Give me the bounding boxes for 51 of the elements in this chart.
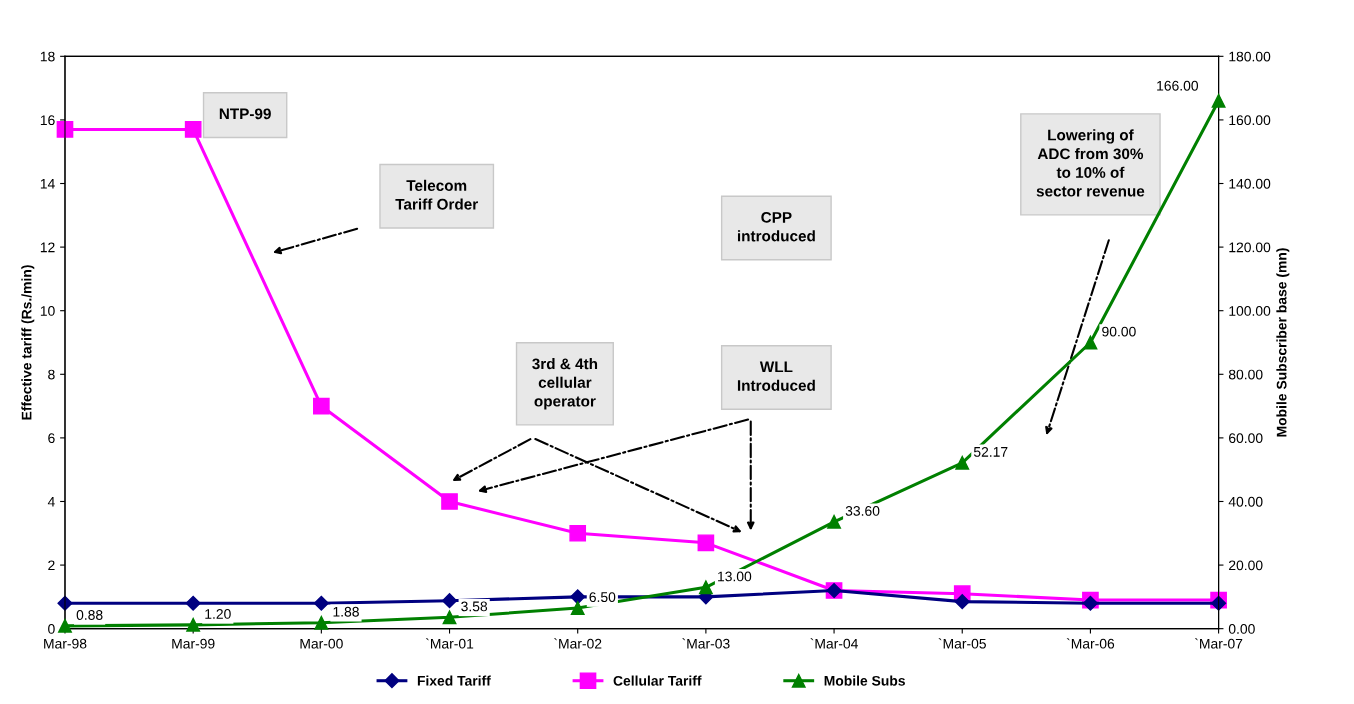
annotation: WLL Introduced <box>737 361 815 391</box>
data-label: 52.17 <box>973 446 1008 457</box>
y2-tick-label: 80.00 <box>1228 369 1263 380</box>
y-tick-label: 0 <box>48 624 55 634</box>
x-tick-label: `Mar-05 <box>938 638 986 649</box>
y2-tick-label: 100.00 <box>1229 306 1271 316</box>
data-label: 0.88 <box>76 610 103 620</box>
y2-tick-label: 160.00 <box>1229 115 1271 126</box>
annotation: CPP introduced <box>737 211 815 242</box>
y-tick-label: 18 <box>40 51 55 62</box>
y2-tick-label: 0.00 <box>1228 624 1255 634</box>
y-axis-title: Effective tariff (Rs./min) <box>21 265 35 420</box>
x-tick-label: Mar-98 <box>44 638 87 649</box>
x-tick-label: `Mar-07 <box>1195 638 1243 649</box>
x-tick-label: Mar-00 <box>300 638 343 649</box>
data-label: 166.00 <box>1157 80 1199 91</box>
y-tick-label: 12 <box>40 242 55 253</box>
y-tick-label: 6 <box>48 433 55 444</box>
legend-label: Cellular Tariff <box>613 675 702 686</box>
y2-tick-label: 140.00 <box>1229 178 1271 189</box>
y-tick-label: 2 <box>48 560 55 571</box>
y2-axis-title: Mobile Subscriber base (mn) <box>1276 248 1290 437</box>
y2-tick-label: 20.00 <box>1229 560 1263 571</box>
annotation: NTP-99 <box>219 108 271 120</box>
data-label: 6.50 <box>589 592 616 603</box>
y2-tick-label: 180.00 <box>1229 51 1271 62</box>
y-tick-label: 14 <box>40 178 55 189</box>
annotation: Lowering of ADC from 30% to 10% of sector revenue <box>1036 129 1145 197</box>
data-label: 1.20 <box>205 609 231 619</box>
annotation: Telecom Tariff Order <box>395 179 478 210</box>
data-label: 3.58 <box>461 601 488 612</box>
x-tick-label: `Mar-01 <box>425 638 474 649</box>
x-tick-label: `Mar-03 <box>682 638 730 649</box>
y-tick-label: 4 <box>47 496 55 507</box>
legend-label: Mobile Subs <box>824 675 905 686</box>
x-tick-label: `Mar-04 <box>810 638 858 649</box>
y-tick-label: 8 <box>48 369 55 380</box>
x-tick-label: `Mar-06 <box>1066 638 1115 649</box>
data-label: 33.60 <box>845 506 880 516</box>
data-label: 13.00 <box>718 571 752 582</box>
y-tick-label: 10 <box>40 306 55 316</box>
data-label: 90.00 <box>1102 326 1136 337</box>
y-tick-label: 16 <box>40 115 55 126</box>
data-label: 1.88 <box>333 606 359 617</box>
x-tick-label: `Mar-02 <box>554 638 602 649</box>
x-tick-label: Mar-99 <box>172 638 215 649</box>
y2-tick-label: 120.00 <box>1229 242 1271 253</box>
legend-label: Fixed Tariff <box>417 675 491 686</box>
y2-tick-label: 40.00 <box>1228 496 1263 507</box>
annotation: 3rd & 4th cellular operator <box>532 358 598 410</box>
y2-tick-label: 60.00 <box>1229 433 1263 444</box>
